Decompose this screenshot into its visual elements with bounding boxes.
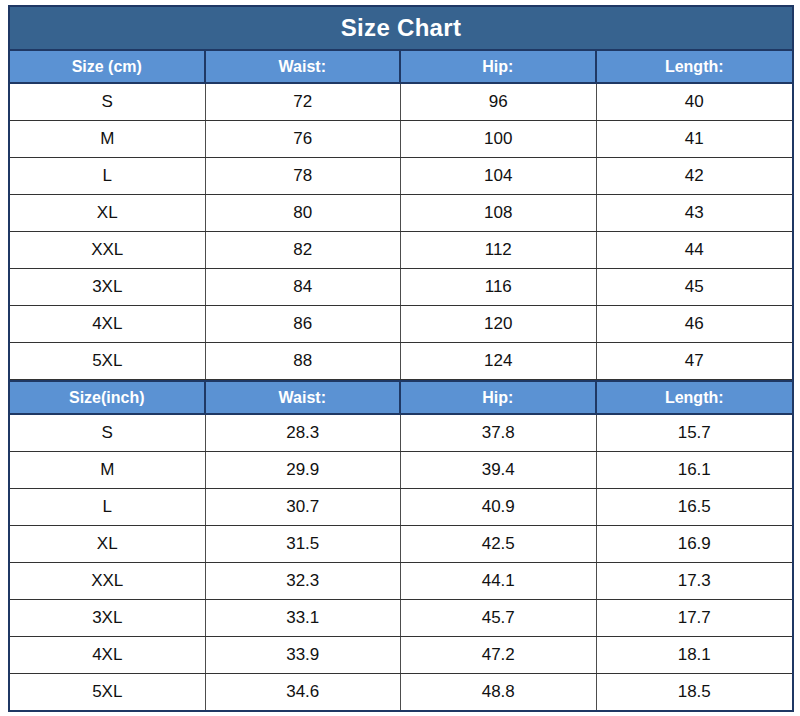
cell-size: M <box>10 121 206 157</box>
cell-waist: 31.5 <box>206 526 402 562</box>
header-cell-hip-inch: Hip: <box>401 382 597 413</box>
cell-size: L <box>10 489 206 525</box>
header-cell-waist-cm: Waist: <box>206 51 402 82</box>
cell-waist: 86 <box>206 306 402 342</box>
table-row-cm-s: S 72 96 40 <box>10 84 792 121</box>
cell-waist: 84 <box>206 269 402 305</box>
cell-hip: 37.8 <box>401 415 597 451</box>
table-row-inch-s: S 28.3 37.8 15.7 <box>10 415 792 452</box>
cell-hip: 44.1 <box>401 563 597 599</box>
table-row-cm-4xl: 4XL 86 120 46 <box>10 306 792 343</box>
header-cell-size-inch: Size(inch) <box>10 382 206 413</box>
cell-waist: 88 <box>206 343 402 379</box>
cell-hip: 39.4 <box>401 452 597 488</box>
cell-length: 15.7 <box>597 415 793 451</box>
cell-waist: 72 <box>206 84 402 120</box>
cell-size: XL <box>10 195 206 231</box>
cell-waist: 34.6 <box>206 674 402 710</box>
table-row-cm-xl: XL 80 108 43 <box>10 195 792 232</box>
cell-waist: 78 <box>206 158 402 194</box>
cell-hip: 96 <box>401 84 597 120</box>
table-row-inch-m: M 29.9 39.4 16.1 <box>10 452 792 489</box>
cell-waist: 82 <box>206 232 402 268</box>
cell-waist: 33.1 <box>206 600 402 636</box>
cell-length: 16.5 <box>597 489 793 525</box>
table-row-cm-xxl: XXL 82 112 44 <box>10 232 792 269</box>
cell-length: 18.1 <box>597 637 793 673</box>
cell-length: 16.9 <box>597 526 793 562</box>
cell-length: 42 <box>597 158 793 194</box>
cell-hip: 112 <box>401 232 597 268</box>
cell-hip: 116 <box>401 269 597 305</box>
cell-size: L <box>10 158 206 194</box>
cell-length: 18.5 <box>597 674 793 710</box>
cell-hip: 108 <box>401 195 597 231</box>
cell-size: S <box>10 415 206 451</box>
table-title: Size Chart <box>10 7 792 49</box>
cell-size: 4XL <box>10 637 206 673</box>
cell-size: 5XL <box>10 674 206 710</box>
table-row-inch-l: L 30.7 40.9 16.5 <box>10 489 792 526</box>
cell-waist: 80 <box>206 195 402 231</box>
cell-waist: 29.9 <box>206 452 402 488</box>
cell-waist: 32.3 <box>206 563 402 599</box>
cell-size: XXL <box>10 563 206 599</box>
cell-length: 44 <box>597 232 793 268</box>
cell-hip: 124 <box>401 343 597 379</box>
cell-length: 47 <box>597 343 793 379</box>
table-row-cm-m: M 76 100 41 <box>10 121 792 158</box>
table-row-inch-3xl: 3XL 33.1 45.7 17.7 <box>10 600 792 637</box>
table-row-cm-3xl: 3XL 84 116 45 <box>10 269 792 306</box>
cell-length: 17.7 <box>597 600 793 636</box>
header-cell-hip-cm: Hip: <box>401 51 597 82</box>
cell-size: XL <box>10 526 206 562</box>
cell-length: 41 <box>597 121 793 157</box>
cell-hip: 42.5 <box>401 526 597 562</box>
cell-hip: 45.7 <box>401 600 597 636</box>
size-chart-table: Size Chart Size (cm) Waist: Hip: Length:… <box>8 5 794 712</box>
header-cell-length-cm: Length: <box>597 51 793 82</box>
cell-size: XXL <box>10 232 206 268</box>
header-row-cm: Size (cm) Waist: Hip: Length: <box>10 49 792 84</box>
table-row-cm-l: L 78 104 42 <box>10 158 792 195</box>
table-row-inch-4xl: 4XL 33.9 47.2 18.1 <box>10 637 792 674</box>
cell-size: 5XL <box>10 343 206 379</box>
cell-length: 40 <box>597 84 793 120</box>
cell-size: M <box>10 452 206 488</box>
cell-size: S <box>10 84 206 120</box>
table-row-inch-xl: XL 31.5 42.5 16.9 <box>10 526 792 563</box>
header-row-inch: Size(inch) Waist: Hip: Length: <box>10 380 792 415</box>
cell-hip: 100 <box>401 121 597 157</box>
cell-hip: 48.8 <box>401 674 597 710</box>
cell-hip: 40.9 <box>401 489 597 525</box>
table-row-inch-xxl: XXL 32.3 44.1 17.3 <box>10 563 792 600</box>
cell-length: 17.3 <box>597 563 793 599</box>
cell-waist: 30.7 <box>206 489 402 525</box>
cell-size: 3XL <box>10 600 206 636</box>
cell-length: 16.1 <box>597 452 793 488</box>
cell-hip: 120 <box>401 306 597 342</box>
table-row-cm-5xl: 5XL 88 124 47 <box>10 343 792 380</box>
cell-length: 43 <box>597 195 793 231</box>
header-cell-size-cm: Size (cm) <box>10 51 206 82</box>
cell-size: 3XL <box>10 269 206 305</box>
cell-size: 4XL <box>10 306 206 342</box>
header-cell-waist-inch: Waist: <box>206 382 402 413</box>
cell-hip: 47.2 <box>401 637 597 673</box>
cell-length: 46 <box>597 306 793 342</box>
cell-waist: 28.3 <box>206 415 402 451</box>
cell-length: 45 <box>597 269 793 305</box>
table-row-inch-5xl: 5XL 34.6 48.8 18.5 <box>10 674 792 710</box>
cell-waist: 76 <box>206 121 402 157</box>
cell-waist: 33.9 <box>206 637 402 673</box>
header-cell-length-inch: Length: <box>597 382 793 413</box>
cell-hip: 104 <box>401 158 597 194</box>
